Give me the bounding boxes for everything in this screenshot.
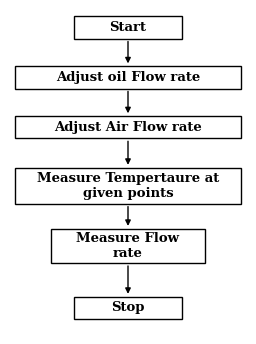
FancyBboxPatch shape xyxy=(15,168,241,204)
FancyBboxPatch shape xyxy=(74,297,182,319)
Text: Start: Start xyxy=(110,21,146,34)
FancyBboxPatch shape xyxy=(15,116,241,138)
Text: Measure Tempertaure at
given points: Measure Tempertaure at given points xyxy=(37,172,219,200)
Text: Stop: Stop xyxy=(111,301,145,314)
FancyBboxPatch shape xyxy=(15,66,241,88)
Text: Adjust Air Flow rate: Adjust Air Flow rate xyxy=(54,121,202,134)
FancyBboxPatch shape xyxy=(51,229,205,263)
Text: Measure Flow
rate: Measure Flow rate xyxy=(77,232,179,260)
FancyBboxPatch shape xyxy=(74,16,182,39)
Text: Adjust oil Flow rate: Adjust oil Flow rate xyxy=(56,71,200,84)
